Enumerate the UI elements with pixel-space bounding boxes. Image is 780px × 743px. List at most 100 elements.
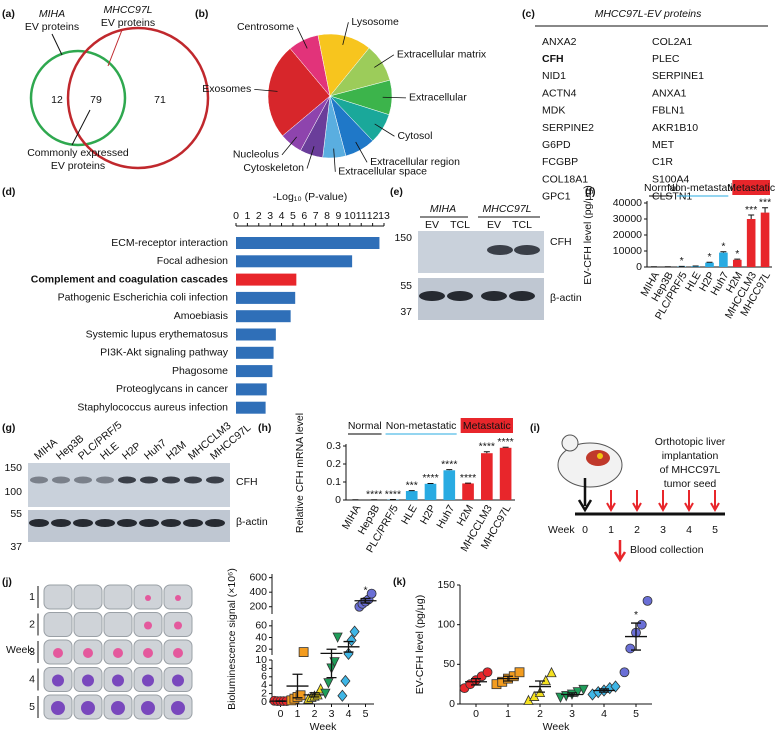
collection-arrow — [606, 490, 616, 513]
slice-label: Nucleolus — [233, 149, 279, 161]
band — [183, 519, 203, 527]
mean-sem — [337, 640, 360, 653]
band-label: CFH — [550, 236, 572, 248]
set-label: EV proteins — [101, 17, 155, 29]
axis-title: Week — [548, 524, 575, 536]
significance: **** — [479, 441, 495, 453]
lane-label: TCL — [512, 219, 532, 231]
ivis-image — [73, 584, 103, 610]
y-tick-label: Focal adhesion — [157, 255, 228, 267]
legend-arrow — [613, 540, 627, 563]
leader — [107, 29, 123, 67]
caption: tumor seed — [664, 478, 717, 490]
table-cell: C1R — [652, 156, 673, 168]
panel-label: (a) — [2, 8, 15, 20]
marker-label: 55 — [400, 280, 412, 292]
mean-sem — [303, 692, 326, 698]
table-cell: ACTN4 — [542, 87, 577, 99]
axis-title: Relative CFH mRNA level — [294, 413, 306, 533]
signal — [141, 701, 155, 715]
row-label: 1 — [29, 591, 35, 603]
overlap-label: Commonly expressed — [27, 147, 129, 159]
signal — [174, 621, 182, 630]
bar — [719, 252, 728, 267]
x-tick-label: 5 — [633, 708, 639, 720]
point — [323, 678, 334, 689]
band — [73, 519, 93, 527]
y-tick-label: Systemic lupus erythematosus — [86, 328, 228, 340]
group-label: Non-metastatic — [667, 182, 738, 194]
panel-label: (c) — [522, 8, 535, 20]
leader — [333, 148, 336, 172]
x-tick-label: 13 — [378, 210, 390, 222]
ivis-image — [43, 612, 73, 637]
band — [139, 519, 159, 527]
set-label: MIHA — [39, 8, 65, 20]
blot-group: MHCC97L — [482, 203, 531, 215]
point — [636, 619, 647, 630]
leader — [296, 27, 308, 49]
mean-sem — [561, 692, 583, 697]
marker-label: 150 — [4, 462, 22, 474]
band — [161, 519, 181, 527]
band-label: CFH — [236, 476, 258, 488]
band — [29, 519, 49, 527]
band — [118, 476, 136, 484]
collection-arrow — [658, 490, 668, 513]
table-cell: GPC1 — [542, 191, 571, 203]
y-tick-label: Phagosome — [172, 365, 228, 377]
signal — [82, 674, 94, 687]
table-cell: S100A4 — [652, 173, 690, 185]
slice-label: Extracellular — [409, 92, 467, 104]
x-tick-label: 3 — [267, 210, 273, 222]
venn-circle — [66, 26, 210, 170]
table-cell: CFH — [542, 53, 564, 65]
collection-arrow — [632, 490, 642, 513]
y-tick-label: 0 — [449, 698, 455, 710]
bar — [732, 259, 742, 267]
y-tick-label: 0.3 — [326, 440, 341, 452]
axis-title: Week — [6, 644, 33, 656]
leader — [306, 146, 315, 169]
y-tick-label: 60 — [255, 620, 267, 632]
mean-sem — [625, 622, 647, 651]
table-cell: CLSTN1 — [652, 191, 692, 203]
significance: *** — [745, 204, 757, 216]
table-cell: FCGBP — [542, 156, 578, 168]
panel-label: (f) — [585, 186, 596, 198]
mouse-ear — [561, 434, 579, 452]
x-tick-label: 10 — [344, 210, 356, 222]
y-tick-label: 10000 — [613, 245, 642, 257]
marker-label: 150 — [394, 232, 412, 244]
y-tick-label: 0 — [335, 494, 341, 506]
signal — [52, 674, 64, 687]
point — [578, 684, 589, 696]
leader — [382, 96, 406, 99]
table-cell: NID1 — [542, 70, 566, 82]
significance: * — [363, 584, 367, 596]
point — [610, 680, 621, 693]
mean-sem — [354, 597, 377, 604]
x-tick-label: 5 — [363, 708, 369, 720]
bar — [236, 291, 296, 304]
y-tick-label: 8 — [261, 662, 267, 674]
signal — [173, 648, 183, 658]
y-tick-label: Complement and coagulation cascades — [31, 273, 228, 285]
axis-title: Week — [543, 721, 570, 733]
axis-title: Week — [310, 721, 337, 733]
y-tick-label: 600 — [249, 571, 267, 583]
y-tick-label: 4 — [261, 679, 267, 691]
bar — [462, 483, 474, 500]
point — [366, 588, 377, 599]
mean-sem — [497, 675, 519, 682]
band-label: β-actin — [550, 292, 582, 304]
bar — [236, 401, 266, 414]
blot-group: MIHA — [430, 203, 456, 215]
y-tick-label: Proteoglycans in cancer — [116, 383, 229, 395]
bar — [499, 447, 512, 500]
table-cell: MDK — [542, 105, 565, 117]
ivis-image — [103, 612, 133, 637]
significance: **** — [366, 489, 382, 501]
ivis-image — [43, 584, 73, 610]
week-label: 1 — [608, 524, 614, 536]
